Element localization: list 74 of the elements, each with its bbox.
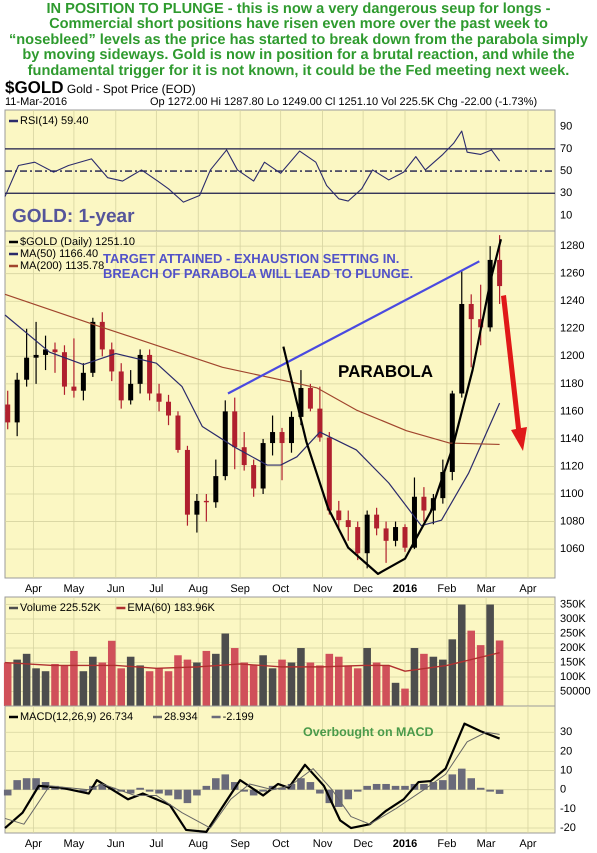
y-tick-label: 90: [560, 120, 572, 133]
x-tick-label: Jul: [149, 838, 164, 850]
y-tick-label: 300K: [560, 612, 586, 625]
x-tick-label: Jul: [149, 583, 164, 595]
y-tick-label: 100K: [560, 670, 586, 683]
x-tick-label: Apr: [24, 583, 42, 595]
y-tick-label: 1260: [560, 268, 584, 280]
x-tick-label: Jun: [106, 838, 125, 850]
x-tick-label: Apr: [519, 838, 537, 850]
x-tick-label: Feb: [437, 838, 456, 850]
y-tick-label: 150K: [560, 656, 586, 668]
annotation: BREACH OF PARABOLA WILL LEAD TO PLUNGE.: [103, 266, 414, 281]
y-tick-label: 30: [560, 187, 572, 200]
x-tick-label: Oct: [272, 838, 290, 850]
legend-label: Volume 225.52K: [20, 602, 102, 614]
y-tick-label: 1120: [560, 460, 584, 472]
y-tick-label: 1220: [560, 322, 584, 335]
annotation: Overbought on MACD: [303, 725, 434, 739]
y-tick-label: -20: [560, 822, 576, 834]
y-tick-label: 0: [560, 784, 566, 796]
x-tick-label: Feb: [437, 583, 456, 595]
x-tick-label: Sep: [230, 838, 250, 850]
text: 11-Mar-2016: [5, 96, 68, 108]
x-tick-label: Mar: [476, 838, 496, 850]
x-tick-label: Dec: [353, 583, 374, 595]
y-tick-label: 1280: [560, 240, 584, 252]
annotation: TARGET ATTAINED - EXHAUSTION SETTING IN.: [103, 251, 400, 266]
chart-subtitle: $GOLD Gold - Spot Price (EOD): [5, 78, 196, 97]
y-tick-label: 1140: [560, 432, 584, 445]
x-tick-label: Nov: [312, 583, 333, 595]
legend-label: 28.934: [164, 710, 198, 723]
legend-label: MA(200) 1135.78: [20, 260, 104, 272]
y-tick-label: 250K: [560, 627, 586, 640]
y-tick-label: 1100: [560, 488, 584, 500]
x-tick-label: Jun: [106, 583, 125, 595]
x-tick-label: Oct: [272, 583, 290, 595]
y-tick-label: 1060: [560, 542, 584, 555]
x-tick-label: May: [64, 838, 85, 850]
x-tick-label: May: [64, 583, 85, 595]
x-tick-label: Aug: [188, 838, 208, 850]
legend-label: MA(50) 1166.40: [20, 248, 98, 260]
legend-label: $GOLD (Daily) 1251.10: [20, 236, 135, 248]
chart-title: IN POSITION TO PLUNGE - this is now a very dangerous seup for longs - Commercial short positions have risen even more over the past week to “nosebleed” levels as the price has started to break down from the parabola simply by moving sideways. Gold is now in position for a brutal reaction, and while the fundamental trigger for it is not known, it could be the Fed meeting next week.: [8, 0, 590, 80]
x-tick-label: Apr: [24, 838, 42, 850]
legend-label: EMA(60) 183.96K: [127, 602, 216, 614]
y-tick-label: 200K: [560, 642, 586, 654]
legend-label: -2.199: [222, 710, 254, 723]
y-tick-label: 30: [560, 726, 572, 738]
y-tick-label: 1180: [560, 378, 584, 390]
y-tick-label: 50000: [560, 685, 591, 698]
y-tick-label: -10: [560, 802, 576, 815]
x-tick-label: Dec: [353, 838, 374, 850]
y-tick-label: 1080: [560, 515, 584, 528]
y-tick-label: 10: [560, 764, 572, 776]
y-tick-label: 10: [560, 209, 572, 222]
x-tick-label: Sep: [230, 583, 250, 595]
annotation: GOLD: 1-year: [12, 206, 136, 227]
x-tick-label: Mar: [476, 583, 496, 595]
legend-label: MACD(12,26,9) 26.734: [20, 710, 134, 723]
x-tick-label: Aug: [188, 583, 208, 595]
x-tick-label: Nov: [312, 838, 333, 850]
y-tick-label: 70: [560, 142, 572, 155]
y-tick-label: 1240: [560, 295, 584, 308]
y-tick-label: 20: [560, 745, 572, 758]
y-tick-label: 50: [560, 164, 572, 177]
x-tick-label: 2016: [392, 583, 418, 595]
annotation: PARABOLA: [338, 362, 434, 381]
legend-label: RSI(14) 59.40: [20, 114, 88, 127]
text: Op 1272.00 Hi 1287.80 Lo 1249.00 Cl 1251.10 Vol 225.5K Chg -22.00 (-1.73%): [150, 96, 538, 108]
x-tick-label: Apr: [519, 583, 537, 595]
x-tick-label: 2016: [392, 838, 418, 850]
y-tick-label: 1200: [560, 350, 584, 362]
y-tick-label: 1160: [560, 405, 584, 418]
y-tick-label: 350K: [560, 598, 586, 610]
